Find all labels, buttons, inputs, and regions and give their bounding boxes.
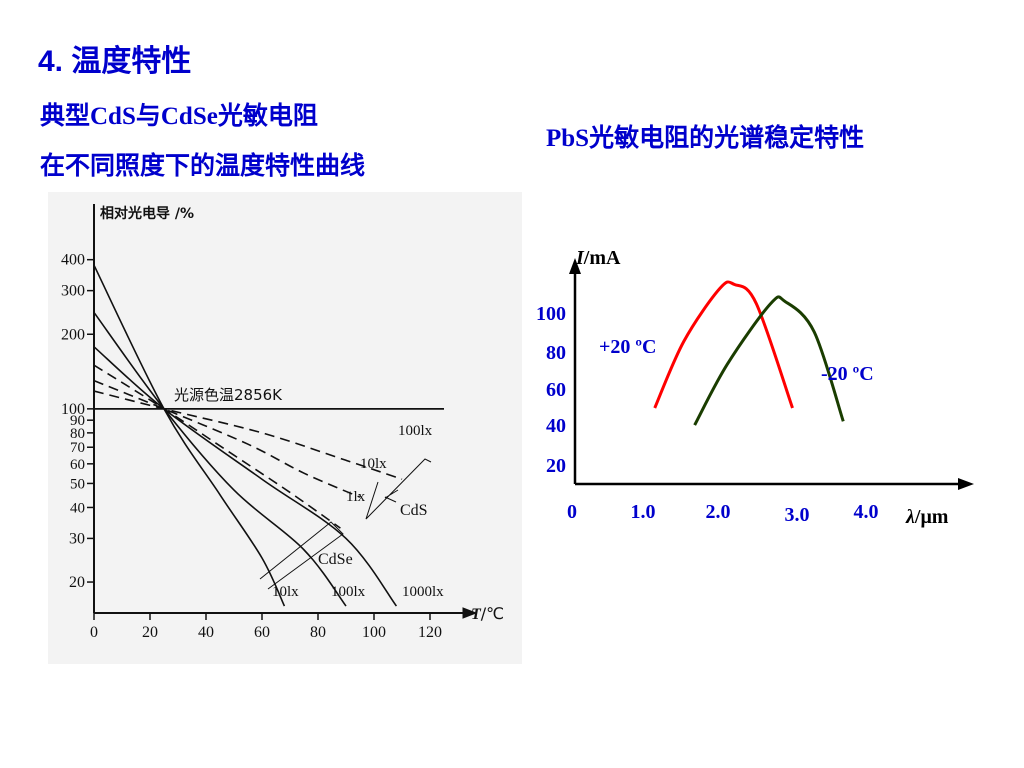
y-tick-label: 40 [70,500,85,516]
curve-cds-1lx [93,364,341,529]
cds-curve-label: 100lx [398,423,433,439]
y-tick-label: 60 [546,379,566,401]
cdse-curve-label: 1000lx [402,584,444,600]
y-tick-label: 200 [61,326,85,343]
pbs-spectral-chart: I/mA 100 80 60 40 20 0 1.0 2.0 3.0 4.0 λ/μm +20 ºC -2… [536,247,974,528]
y-tick-label: 20 [546,455,566,477]
right-caption: PbS光敏电阻的光谱稳定特性 [546,125,865,152]
cdse-group-label: CdSe [318,551,353,568]
curve-minus20 [693,295,845,426]
y-tick-label: 20 [69,574,85,591]
y-axis-title: 相对光电导 /% [100,205,194,222]
y-tick-label: 90 [70,413,85,429]
y-axis-arrow [569,258,581,274]
x-tick-label: 0 [567,501,577,523]
x-tick-label: 60 [254,624,270,641]
x-tick-label: 4.0 [854,501,879,523]
y-tick-label: 30 [69,530,85,547]
x-tick-label: 20 [142,624,158,641]
left-caption-line1: 典型CdS与CdSe光敏电阻 [40,103,318,130]
series-label-plus20: +20 ºC [599,336,656,358]
y-tick-label: 50 [70,476,85,492]
x-tick-label: 100 [362,624,386,641]
curve-cds-10lx [93,379,361,498]
x-tick-label: 3.0 [785,504,810,526]
y-axis-title: I/mA [575,247,621,269]
y-tick-label: 100 [61,401,85,418]
y-tick-label: 80 [546,342,566,364]
y-tick-label: 300 [61,283,85,300]
cds-pointer [384,496,397,503]
cdse-curve-label: 100lx [331,584,366,600]
slide-title: 4. 温度特性 [38,45,192,78]
cds-curve-label: 1lx [346,489,366,505]
x-tick-label: 0 [90,624,98,641]
curve-cdse-100lx [93,311,347,607]
y-tick-label: 400 [61,252,85,269]
curve-cds-100lx [93,390,403,480]
cds-group-label: CdS [400,502,428,519]
x-axis-arrow [462,607,478,619]
x-tick-label: 80 [310,624,326,641]
x-axis-title: λ/μm [905,506,949,528]
x-axis-title: T/℃ [471,604,504,623]
x-tick-label: 2.0 [706,501,731,523]
y-tick-label: 80 [70,426,85,442]
x-tick-label: 40 [198,624,214,641]
curve-cdse-1000lx [93,346,398,607]
y-tick-label: 60 [70,457,85,473]
y-tick-label: 70 [70,440,85,456]
series-label-minus20: -20 ºC [821,363,874,385]
cdse-curve-label: 10lx [272,584,299,600]
curve-cdse-10lx [93,264,286,607]
cds-curve-label: 10lx [360,456,387,472]
x-axis-arrow [958,478,974,490]
cdse-bracket [259,521,344,590]
chart-background [48,192,522,664]
y-tick-label: 40 [546,415,566,437]
curve-plus20 [653,280,794,409]
x-tick-label: 120 [418,624,442,641]
cds-bracket [365,458,432,520]
x-tick-label: 1.0 [631,501,656,523]
reference-label: 光源色温2856K [174,386,283,404]
left-caption-line2: 在不同照度下的温度特性曲线 [40,153,366,180]
y-tick-label: 100 [536,303,566,325]
